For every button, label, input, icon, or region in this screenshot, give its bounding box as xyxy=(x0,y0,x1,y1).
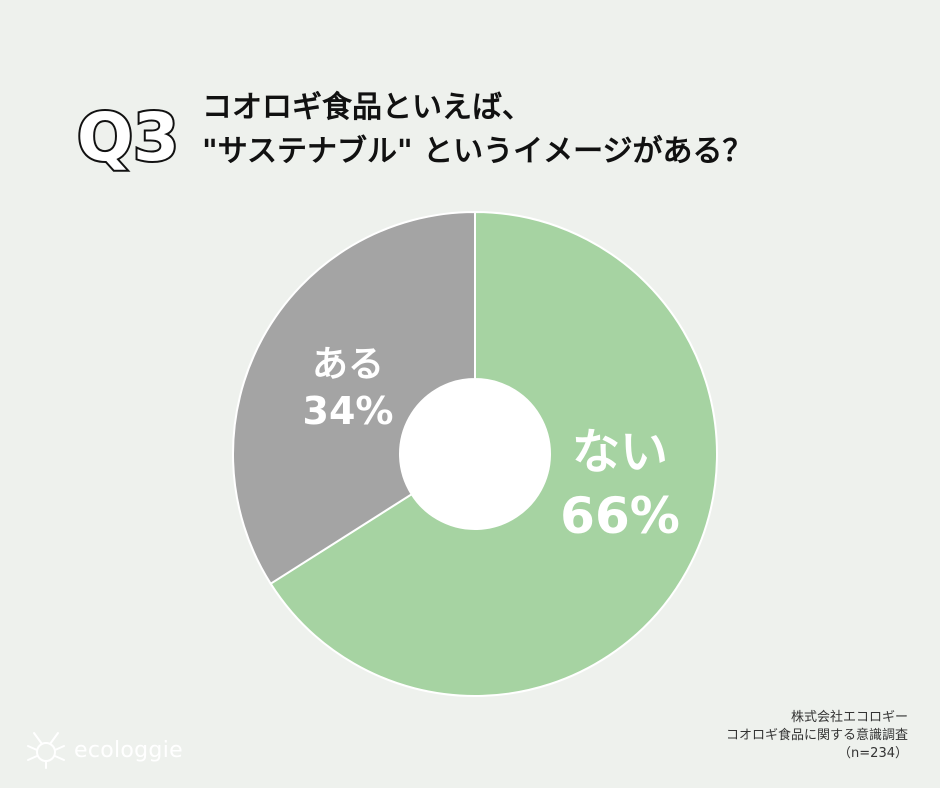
survey-credit: 株式会社エコロギー コオロギ食品に関する意識調査 （n=234） xyxy=(726,709,908,763)
slice-label-1: ある xyxy=(312,344,384,385)
question-number-badge: Q3 xyxy=(75,97,181,176)
question-number: Q3 xyxy=(77,99,179,176)
brand-name: ecologgie xyxy=(74,737,183,763)
credit-sample-size: （n=234） xyxy=(838,746,908,761)
slice-value-0: 66% xyxy=(560,487,680,545)
brand-logo: ecologgie xyxy=(24,730,183,770)
question-title: コオロギ食品といえば、 "サステナブル" というイメージがある？ xyxy=(202,86,753,174)
credit-company: 株式会社エコロギー xyxy=(790,710,908,725)
slice-label-0: ない xyxy=(572,424,668,480)
cricket-logo-icon xyxy=(27,732,65,769)
slice-value-1: 34% xyxy=(303,389,394,433)
question-title-line-2: "サステナブル" というイメージがある？ xyxy=(202,134,753,169)
question-title-line-1: コオロギ食品といえば、 xyxy=(202,90,532,125)
credit-survey-name: コオロギ食品に関する意識調査 xyxy=(725,728,908,743)
donut-hole xyxy=(400,379,550,529)
